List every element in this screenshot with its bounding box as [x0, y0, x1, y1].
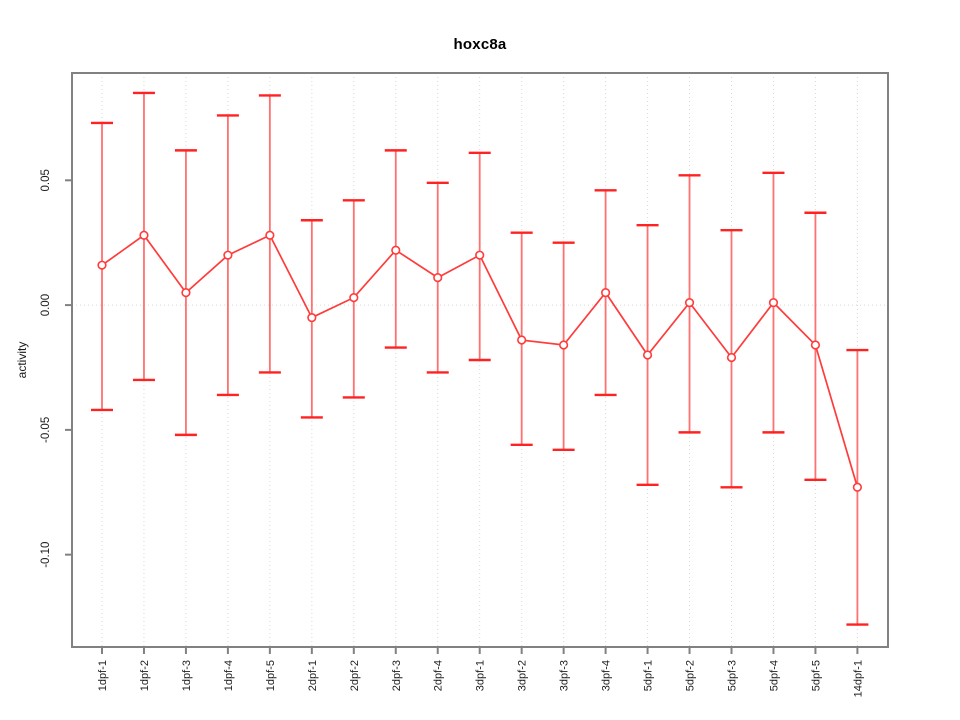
data-point	[97, 260, 107, 270]
data-point	[684, 298, 695, 308]
data-point	[600, 288, 611, 298]
chart-title: hoxc8a	[453, 36, 507, 53]
x-tick-label: 5dpf-3	[727, 660, 739, 691]
data-point	[139, 230, 149, 240]
data-point	[181, 288, 191, 298]
data-point	[852, 482, 863, 492]
data-point	[307, 312, 317, 323]
data-point	[642, 350, 653, 360]
x-tick-label: 2dpf-2	[349, 660, 361, 691]
data-point	[265, 230, 275, 240]
x-tick-label: 1dpf-3	[181, 660, 193, 691]
data-point	[433, 273, 443, 283]
x-tick-label: 2dpf-3	[391, 660, 403, 691]
x-tick-label: 1dpf-5	[265, 660, 277, 691]
x-tick-label: 3dpf-2	[517, 660, 529, 691]
x-tick-label: 1dpf-4	[223, 660, 235, 691]
data-point	[726, 352, 737, 363]
x-tick-label: 5dpf-1	[643, 660, 655, 691]
y-tick-label: -0.10	[40, 542, 52, 568]
x-tick-label: 1dpf-2	[139, 660, 151, 691]
data-point	[768, 298, 779, 308]
y-tick-label: -0.05	[40, 417, 52, 443]
data-point	[559, 340, 569, 350]
data-point	[223, 250, 233, 260]
x-tick-label: 5dpf-2	[685, 660, 697, 691]
x-tick-label: 3dpf-3	[559, 660, 571, 691]
x-tick-label: 1dpf-1	[97, 660, 109, 691]
x-tick-label: 3dpf-1	[475, 660, 487, 691]
data-point	[810, 340, 821, 350]
data-point	[391, 245, 401, 255]
x-tick-label: 14dpf-1	[852, 660, 864, 697]
data-point	[349, 293, 359, 303]
x-tick-label: 2dpf-1	[307, 660, 319, 691]
data-point	[517, 335, 527, 345]
x-tick-label: 3dpf-4	[601, 660, 613, 691]
x-tick-label: 5dpf-5	[810, 660, 822, 691]
y-tick-label: 0.00	[40, 294, 52, 316]
data-point	[475, 250, 485, 260]
x-tick-label: 5dpf-4	[768, 660, 780, 691]
y-tick-label: 0.05	[40, 169, 52, 191]
x-tick-label: 2dpf-4	[433, 660, 445, 691]
